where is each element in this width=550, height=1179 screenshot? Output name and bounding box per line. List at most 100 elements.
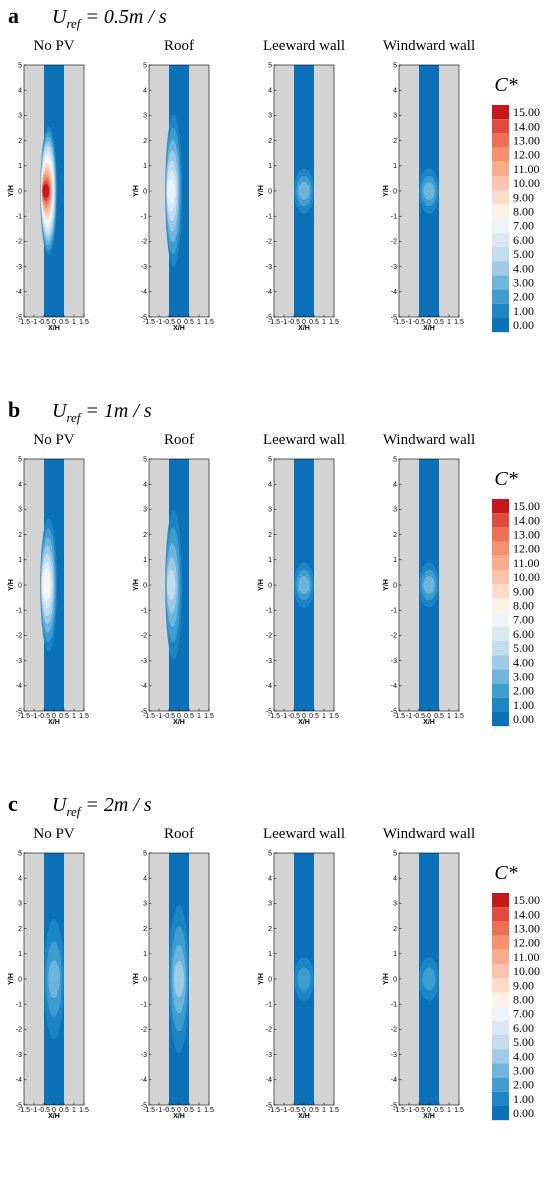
y-tick-label: 2 xyxy=(18,138,22,145)
contour-level-2 xyxy=(297,967,311,991)
legend-swatch xyxy=(492,1077,509,1092)
legend-swatch xyxy=(492,570,509,585)
y-tick-label: -2 xyxy=(266,239,272,246)
contour-level-7 xyxy=(167,179,175,203)
y-tick-label: 5 xyxy=(143,62,147,69)
y-tick-label: -5 xyxy=(141,1102,147,1109)
uref-label: Uref = 1m / s xyxy=(52,400,152,425)
y-tick-label: 2 xyxy=(393,532,397,539)
y-tick-label: -1 xyxy=(16,608,22,615)
y-tick-label: -2 xyxy=(16,633,22,640)
y-axis-label: Y/H xyxy=(8,579,15,591)
legend-level-label: 10.00 xyxy=(513,176,540,190)
y-tick-label: 0 xyxy=(18,976,22,983)
x-tick-label: 0.5 xyxy=(184,713,194,720)
legend-swatch xyxy=(492,598,509,613)
legend-swatch xyxy=(492,1063,509,1078)
x-tick-label: -1.5 xyxy=(18,713,30,720)
x-tick-label: 0.5 xyxy=(184,1107,194,1114)
x-tick-label: -0.5 xyxy=(288,713,300,720)
legend-level-label: 3.00 xyxy=(513,670,534,684)
y-tick-label: -5 xyxy=(391,708,397,715)
y-tick-label: 1 xyxy=(18,557,22,564)
subplot-title: Leeward wall xyxy=(263,432,345,448)
y-tick-label: 3 xyxy=(393,507,397,514)
y-tick-label: 4 xyxy=(143,876,147,883)
y-axis-label: Y/H xyxy=(258,185,265,197)
x-tick-label: 0 xyxy=(177,713,181,720)
legend-swatch xyxy=(492,683,509,698)
x-tick-label: -1 xyxy=(281,1107,287,1114)
y-tick-label: -4 xyxy=(141,1077,147,1084)
legend-swatch xyxy=(492,641,509,656)
subplot-title: Roof xyxy=(164,826,194,842)
legend-level-label: 0.00 xyxy=(513,318,534,332)
y-tick-label: 3 xyxy=(393,901,397,908)
legend-level-label: 5.00 xyxy=(513,641,534,655)
uref-symbol: U xyxy=(52,794,68,816)
y-tick-label: -1 xyxy=(141,608,147,615)
y-tick-label: 5 xyxy=(393,456,397,463)
legend-swatch xyxy=(492,541,509,556)
x-tick-label: -1.5 xyxy=(143,319,155,326)
y-tick-label: 4 xyxy=(143,482,147,489)
legend-level-label: 4.00 xyxy=(513,1049,534,1063)
x-tick-label: -0.5 xyxy=(163,1107,175,1114)
legend-level-label: 14.00 xyxy=(513,119,540,133)
legend-level-label: 8.00 xyxy=(513,993,534,1007)
y-tick-label: 5 xyxy=(268,62,272,69)
y-tick-label: 1 xyxy=(143,557,147,564)
x-tick-label: 0 xyxy=(427,713,431,720)
contour-level-3 xyxy=(48,959,60,999)
y-tick-label: 0 xyxy=(393,976,397,983)
legend-swatch xyxy=(492,318,509,333)
y-tick-label: 0 xyxy=(143,582,147,589)
y-tick-label: 2 xyxy=(143,532,147,539)
panel-label: b xyxy=(8,397,20,422)
y-tick-label: -4 xyxy=(391,289,397,296)
y-tick-label: 3 xyxy=(268,507,272,514)
x-tick-label: 0 xyxy=(177,1107,181,1114)
x-tick-label: 1.5 xyxy=(454,713,464,720)
y-tick-label: -5 xyxy=(141,314,147,321)
y-tick-label: 5 xyxy=(18,850,22,857)
y-tick-label: -3 xyxy=(16,264,22,271)
legend-swatch xyxy=(492,303,509,318)
subplot-title: No PV xyxy=(33,826,74,842)
legend-title: C* xyxy=(494,74,517,96)
x-axis-label: X/H xyxy=(298,325,310,332)
panel-label: c xyxy=(8,791,18,816)
subplot-title: Windward wall xyxy=(383,826,475,842)
uref-label: Uref = 0.5m / s xyxy=(52,6,167,31)
legend-level-label: 8.00 xyxy=(513,205,534,219)
x-tick-label: 1 xyxy=(197,319,201,326)
x-tick-label: -0.5 xyxy=(38,319,50,326)
legend-swatch xyxy=(492,190,509,205)
y-tick-label: 3 xyxy=(18,901,22,908)
y-axis-label: Y/H xyxy=(8,185,15,197)
y-tick-label: -5 xyxy=(16,1102,22,1109)
contour-level-5 xyxy=(167,569,176,601)
y-tick-label: -3 xyxy=(391,264,397,271)
legend-swatch xyxy=(492,1106,509,1121)
legend-level-label: 0.00 xyxy=(513,1106,534,1120)
y-tick-label: -3 xyxy=(141,658,147,665)
x-tick-label: 1.5 xyxy=(204,713,214,720)
x-tick-label: 1 xyxy=(197,713,201,720)
x-tick-label: -1.5 xyxy=(18,319,30,326)
y-tick-label: 1 xyxy=(18,951,22,958)
x-tick-label: 0.5 xyxy=(59,713,69,720)
x-tick-label: 0 xyxy=(427,319,431,326)
legend-level-label: 3.00 xyxy=(513,1064,534,1078)
legend-swatch xyxy=(492,907,509,922)
legend-swatch xyxy=(492,626,509,641)
y-axis-label: Y/H xyxy=(8,973,15,985)
y-tick-label: -2 xyxy=(391,633,397,640)
y-tick-label: -2 xyxy=(141,633,147,640)
contour-spot xyxy=(429,582,435,588)
legend-title-text: C* xyxy=(494,74,517,96)
x-axis-label: X/H xyxy=(48,325,60,332)
legend-level-label: 6.00 xyxy=(513,627,534,641)
